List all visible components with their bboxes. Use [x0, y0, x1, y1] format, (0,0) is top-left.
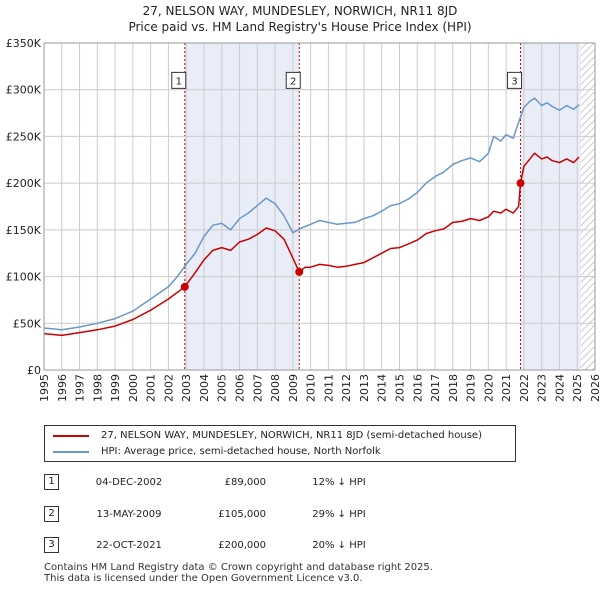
x-tick-label: 1996	[56, 374, 69, 402]
transaction-date: 22-OCT-2021	[96, 540, 162, 551]
transaction-price: £89,000	[224, 477, 266, 488]
x-tick-label: 2009	[287, 374, 300, 402]
price-paid-line	[43, 152, 580, 337]
x-tick-label: 2022	[518, 374, 531, 402]
x-tick-label: 2003	[180, 374, 193, 402]
y-tick-label: £350K	[6, 37, 42, 50]
sale-point	[295, 267, 304, 276]
y-tick-label: £300K	[6, 84, 42, 97]
y-tick-label: £50K	[13, 317, 42, 330]
hatched-region	[580, 43, 595, 370]
sale-point	[516, 179, 525, 188]
x-tick-label: 2013	[358, 374, 371, 402]
transaction-hpi: 20% ↓ HPI	[312, 540, 366, 551]
title-line-1: 27, NELSON WAY, MUNDESLEY, NORWICH, NR11…	[142, 4, 458, 18]
chart-legend: 27, NELSON WAY, MUNDESLEY, NORWICH, NR11…	[44, 425, 516, 462]
y-tick-label: £150K	[6, 224, 42, 237]
transaction-date: 04-DEC-2002	[95, 477, 163, 488]
sale-label-number: 3	[511, 76, 517, 87]
footer: Contains HM Land Registry data © Crown c…	[44, 562, 433, 584]
sale-point	[180, 282, 189, 291]
sale-label-box	[507, 71, 523, 89]
y-tick-label: £250K	[6, 130, 42, 143]
x-tick-label: 2000	[127, 374, 140, 402]
x-tick-label: 2021	[500, 374, 513, 402]
x-tick-label: 2004	[198, 374, 211, 402]
x-tick-label: 2016	[411, 374, 424, 402]
x-tick-label: 2002	[162, 374, 175, 402]
x-tick-label: 2014	[376, 374, 389, 402]
chart-title: 27, NELSON WAY, MUNDESLEY, NORWICH, NR11…	[0, 3, 600, 35]
x-tick-label: 1999	[109, 374, 122, 402]
transaction-badge: 2	[44, 506, 59, 522]
x-tick-label: 2006	[234, 374, 247, 402]
x-tick-label: 2015	[393, 374, 406, 402]
x-tick-label: 2024	[553, 374, 566, 402]
x-tick-label: 2020	[482, 374, 495, 402]
x-tick-label: 2026	[589, 374, 600, 402]
x-tick-label: 2011	[322, 374, 335, 402]
transaction-price: £200,000	[218, 540, 266, 551]
sale-label-number: 1	[176, 76, 182, 87]
transaction-badge: 1	[44, 474, 59, 490]
legend-line-hpi	[53, 451, 89, 453]
transaction-badge: 3	[44, 537, 59, 553]
y-tick-label: £200K	[6, 177, 42, 190]
x-tick-label: 2008	[269, 374, 282, 402]
footer-line-2: This data is licensed under the Open Gov…	[44, 573, 363, 584]
x-tick-label: 2005	[216, 374, 229, 402]
legend-label-price: 27, NELSON WAY, MUNDESLEY, NORWICH, NR11…	[101, 430, 482, 441]
title-line-2: Price paid vs. HM Land Registry's House …	[128, 20, 472, 34]
x-tick-label: 2017	[429, 374, 442, 402]
x-tick-label: 2001	[145, 374, 158, 402]
sale-label-box	[171, 71, 187, 89]
x-tick-label: 1995	[38, 374, 51, 402]
x-tick-label: 2023	[536, 374, 549, 402]
x-tick-label: 2012	[340, 374, 353, 402]
transaction-row: 2 13-MAY-2009 £105,000 29% ↓ HPI	[44, 505, 564, 525]
plot-frame	[43, 42, 596, 371]
x-tick-label: 2007	[251, 374, 264, 402]
transaction-price: £105,000	[218, 509, 266, 520]
x-tick-label: 2010	[305, 374, 318, 402]
transaction-date: 13-MAY-2009	[96, 509, 162, 520]
x-tick-label: 1997	[74, 374, 87, 402]
price-chart: 1 2 3 £0 £50K £100K £150K £200K £250K £300K £350K…	[6, 37, 600, 402]
hpi-line	[43, 97, 580, 331]
legend-line-price	[53, 435, 89, 437]
x-tick-label: 1998	[91, 374, 104, 402]
footer-line-1: Contains HM Land Registry data © Crown c…	[44, 562, 433, 573]
sale-label-number: 2	[290, 76, 296, 87]
x-tick-label: 2025	[571, 374, 584, 402]
transaction-row: 1 04-DEC-2002 £89,000 12% ↓ HPI	[44, 473, 564, 493]
transaction-hpi: 12% ↓ HPI	[312, 477, 366, 488]
shaded-period	[520, 43, 581, 370]
transaction-hpi: 29% ↓ HPI	[312, 509, 366, 520]
x-tick-label: 2019	[465, 374, 478, 402]
x-tick-label: 2018	[447, 374, 460, 402]
transaction-row: 3 22-OCT-2021 £200,000 20% ↓ HPI	[44, 536, 564, 556]
shaded-period	[184, 43, 300, 370]
sale-label-box	[285, 71, 301, 89]
legend-label-hpi: HPI: Average price, semi-detached house,…	[101, 446, 381, 457]
y-tick-label: £0	[27, 364, 41, 377]
y-tick-label: £100K	[6, 271, 42, 284]
